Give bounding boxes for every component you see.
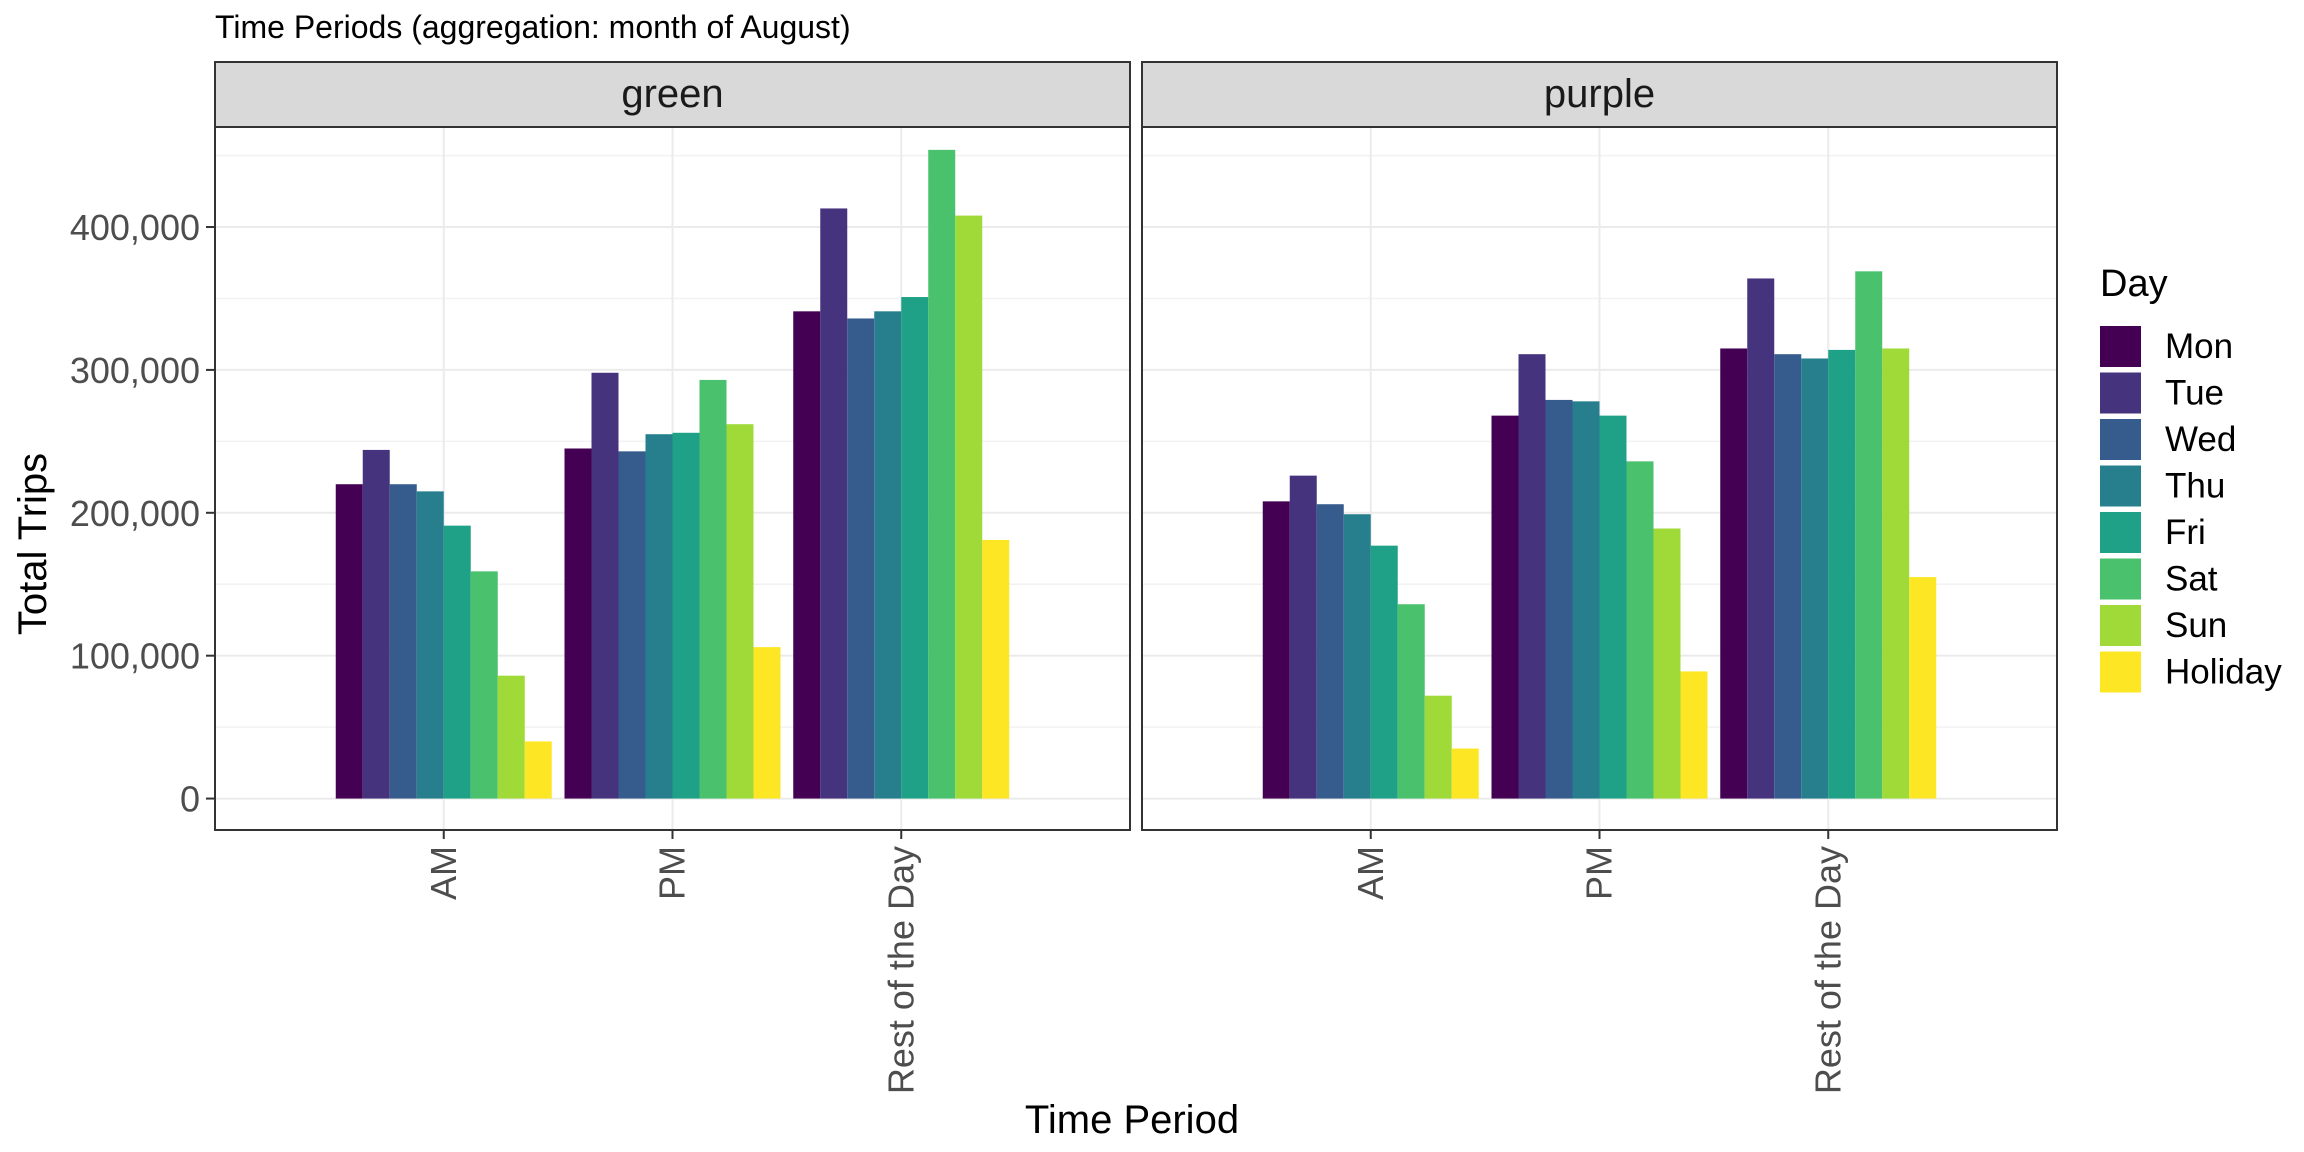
legend-label-thu: Thu <box>2165 467 2225 506</box>
legend-key-fri <box>2098 510 2143 555</box>
bar-green-am-wed <box>389 484 417 799</box>
bar-green-pm-sun <box>726 424 754 799</box>
x-tick-label: AM <box>423 846 464 900</box>
x-tick-label: PM <box>1579 846 1620 900</box>
bar-purple-pm-tue <box>1518 354 1546 799</box>
bar-green-pm-holiday <box>753 647 781 799</box>
bar-green-rest-of-the-day-mon <box>793 311 821 799</box>
facet-strip-label: purple <box>1544 72 1655 116</box>
bar-purple-rest-of-the-day-tue <box>1747 278 1775 799</box>
legend-label-holiday: Holiday <box>2165 653 2282 692</box>
x-axis-title: Time Period <box>1025 1098 1239 1142</box>
bar-green-rest-of-the-day-holiday <box>982 539 1010 799</box>
legend-label-tue: Tue <box>2165 374 2224 413</box>
x-tick-label: Rest of the Day <box>1807 846 1848 1094</box>
facet-panel-purple: purple <box>1141 61 2058 831</box>
bar-purple-pm-wed <box>1545 399 1573 799</box>
bar-green-pm-sat <box>699 379 727 799</box>
legend-label-fri: Fri <box>2165 513 2206 552</box>
bar-purple-rest-of-the-day-holiday <box>1909 577 1937 799</box>
legend-key-thu <box>2098 463 2143 509</box>
legend-label-wed: Wed <box>2165 420 2236 459</box>
bar-purple-rest-of-the-day-fri <box>1828 349 1856 799</box>
y-axis-title: Total Trips <box>11 453 55 635</box>
bar-green-rest-of-the-day-thu <box>874 311 902 799</box>
bar-green-pm-tue <box>591 372 619 799</box>
bar-purple-am-sun <box>1424 695 1452 799</box>
facet-strip <box>214 61 1131 128</box>
bar-green-rest-of-the-day-tue <box>820 208 848 799</box>
legend-key-holiday <box>2098 649 2143 695</box>
bar-purple-pm-fri <box>1599 415 1627 799</box>
facet-strip-label: green <box>621 72 723 116</box>
legend-key-sun <box>2098 603 2143 648</box>
y-tick-label: 100,000 <box>70 636 200 677</box>
bar-purple-pm-holiday <box>1680 671 1708 799</box>
bar-green-rest-of-the-day-sat <box>928 149 956 799</box>
bar-purple-rest-of-the-day-wed <box>1774 354 1802 799</box>
bar-purple-pm-thu <box>1572 401 1600 799</box>
bar-purple-am-holiday <box>1451 748 1479 799</box>
bar-purple-am-mon <box>1262 501 1290 799</box>
bar-green-am-sun <box>497 675 525 799</box>
bar-green-pm-fri <box>672 432 700 799</box>
y-tick-label: 200,000 <box>70 493 200 534</box>
bar-purple-am-sat <box>1397 604 1425 799</box>
legend-key-tue <box>2098 370 2143 416</box>
legend-key-sat <box>2098 556 2143 602</box>
bar-purple-am-fri <box>1370 545 1398 799</box>
x-tick-label: AM <box>1350 846 1391 900</box>
bar-purple-pm-sun <box>1653 528 1681 799</box>
y-tick-label: 0 <box>180 779 200 820</box>
bar-purple-rest-of-the-day-thu <box>1801 358 1829 799</box>
bar-purple-rest-of-the-day-mon <box>1720 348 1748 799</box>
legend-key-wed <box>2098 417 2143 462</box>
bar-green-am-sat <box>470 571 498 799</box>
bar-purple-am-wed <box>1316 504 1344 799</box>
bar-green-am-mon <box>335 484 363 799</box>
bar-green-pm-wed <box>618 451 646 799</box>
legend-label-sat: Sat <box>2165 560 2218 599</box>
bar-purple-pm-sat <box>1626 461 1654 799</box>
bar-green-rest-of-the-day-sun <box>955 215 983 799</box>
bar-green-am-fri <box>443 525 471 799</box>
bar-purple-pm-mon <box>1491 415 1519 799</box>
legend-title: Day <box>2100 263 2168 305</box>
bar-purple-am-thu <box>1343 514 1371 799</box>
legend-key-mon <box>2098 324 2143 369</box>
chart-title: Time Periods (aggregation: month of Augu… <box>215 9 851 45</box>
bar-green-rest-of-the-day-fri <box>901 297 929 799</box>
legend-label-sun: Sun <box>2165 606 2227 645</box>
bar-purple-rest-of-the-day-sat <box>1855 271 1883 799</box>
bar-purple-rest-of-the-day-sun <box>1882 348 1910 799</box>
bar-green-rest-of-the-day-wed <box>847 318 875 799</box>
bar-green-am-holiday <box>524 741 552 799</box>
bar-purple-am-tue <box>1289 475 1317 799</box>
facet-panel-green: green <box>214 61 1131 831</box>
bar-green-am-tue <box>362 449 390 799</box>
bar-green-pm-mon <box>564 448 592 799</box>
bar-green-pm-thu <box>645 434 673 799</box>
x-tick-label: Rest of the Day <box>880 846 921 1094</box>
bar-green-am-thu <box>416 491 444 799</box>
legend-label-mon: Mon <box>2165 327 2233 366</box>
y-tick-label: 300,000 <box>70 350 200 391</box>
y-tick-label: 400,000 <box>70 207 200 248</box>
x-tick-label: PM <box>652 846 693 900</box>
